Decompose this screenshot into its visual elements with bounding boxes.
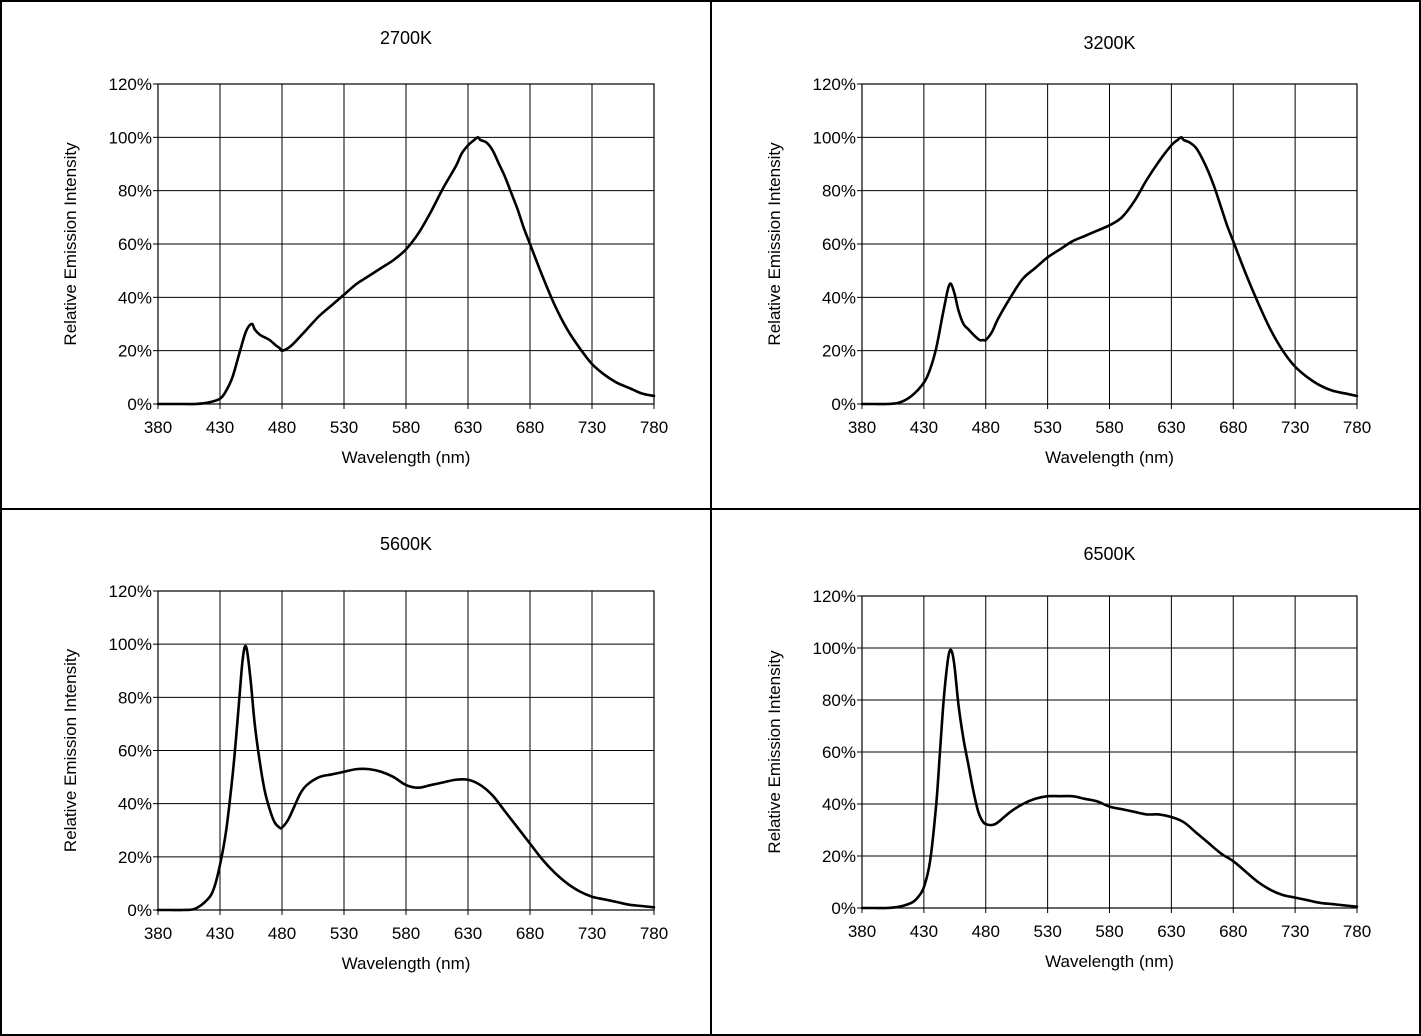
y-tick-label: 60%: [822, 235, 856, 254]
x-tick-label: 730: [1281, 922, 1309, 941]
x-tick-label: 380: [848, 418, 876, 437]
x-tick-label: 730: [578, 924, 606, 943]
y-tick-label: 20%: [822, 342, 856, 361]
x-axis-label: Wavelength (nm): [342, 954, 471, 973]
x-tick-label: 730: [578, 418, 606, 437]
x-tick-label: 780: [1343, 922, 1371, 941]
y-tick-label: 120%: [109, 75, 152, 94]
x-axis-label: Wavelength (nm): [342, 448, 471, 467]
y-axis-label: Relative Emission Intensity: [61, 648, 80, 852]
x-tick-label: 680: [516, 924, 544, 943]
y-tick-label: 40%: [118, 795, 152, 814]
x-tick-label: 680: [516, 418, 544, 437]
series-line-0: [860, 136, 1359, 406]
y-tick-label: 60%: [118, 235, 152, 254]
chart-title: 2700K: [380, 28, 432, 48]
x-tick-label: 580: [392, 924, 420, 943]
series-line-0: [156, 644, 656, 912]
y-tick-label: 0%: [127, 901, 152, 920]
y-tick-label: 120%: [813, 587, 856, 606]
x-tick-label: 780: [640, 418, 668, 437]
y-tick-label: 0%: [127, 395, 152, 414]
x-tick-label: 630: [1157, 922, 1185, 941]
x-tick-label: 530: [330, 418, 358, 437]
x-tick-label: 430: [910, 922, 938, 941]
y-tick-label: 40%: [822, 288, 856, 307]
x-tick-label: 630: [1157, 418, 1185, 437]
chart-title: 5600K: [380, 534, 432, 554]
series-line-0: [156, 136, 656, 406]
x-tick-label: 380: [144, 418, 172, 437]
chart-title: 6500K: [1083, 544, 1135, 564]
x-tick-label: 730: [1281, 418, 1309, 437]
x-tick-label: 380: [144, 924, 172, 943]
chart-svg-2700k: 2700K 0% 20% 40% 60% 80% 100% 120% 380 430 480 530 5…: [61, 28, 668, 467]
y-axis-label: Relative Emission Intensity: [765, 142, 784, 346]
x-tick-label: 630: [454, 924, 482, 943]
y-tick-label: 60%: [822, 743, 856, 762]
y-axis-label: Relative Emission Intensity: [61, 142, 80, 346]
y-tick-label: 20%: [822, 847, 856, 866]
chart-panel-3200k: 3200K 0% 20% 40% 60% 80% 100% 120% 380 430 480 530 5…: [712, 2, 1419, 510]
chart-panel-5600k: 5600K 0% 20% 40% 60% 80% 100% 120% 380 430 480 530 5…: [2, 510, 712, 1034]
y-tick-label: 120%: [813, 75, 856, 94]
x-tick-label: 430: [206, 924, 234, 943]
x-tick-label: 680: [1219, 922, 1247, 941]
chart-svg-6500k: 6500K 0% 20% 40% 60% 80% 100% 120% 380 430 480 530 5…: [765, 544, 1371, 971]
x-tick-label: 780: [1343, 418, 1371, 437]
y-axis-label: Relative Emission Intensity: [765, 650, 784, 854]
x-tick-label: 430: [206, 418, 234, 437]
x-tick-label: 380: [848, 922, 876, 941]
chart-panel-2700k: 2700K 0% 20% 40% 60% 80% 100% 120% 380 430 480 530 5…: [2, 2, 712, 510]
chart-panel-6500k: 6500K 0% 20% 40% 60% 80% 100% 120% 380 430 480 530 5…: [712, 510, 1419, 1034]
plot-area-frame: [861, 83, 1358, 405]
series-line-0: [860, 648, 1359, 910]
y-tick-label: 40%: [822, 795, 856, 814]
y-tick-label: 20%: [118, 848, 152, 867]
y-tick-label: 100%: [813, 639, 856, 658]
y-tick-label: 0%: [831, 395, 856, 414]
x-axis-label: Wavelength (nm): [1045, 448, 1174, 467]
x-tick-label: 780: [640, 924, 668, 943]
chart-svg-5600k: 5600K 0% 20% 40% 60% 80% 100% 120% 380 430 480 530 5…: [61, 534, 668, 973]
x-tick-label: 630: [454, 418, 482, 437]
x-tick-label: 430: [910, 418, 938, 437]
y-tick-label: 40%: [118, 288, 152, 307]
y-tick-label: 100%: [813, 128, 856, 147]
x-axis-label: Wavelength (nm): [1045, 952, 1174, 971]
x-tick-label: 480: [972, 922, 1000, 941]
x-tick-label: 480: [268, 418, 296, 437]
chart-title: 3200K: [1083, 33, 1135, 53]
y-tick-label: 80%: [118, 688, 152, 707]
x-tick-label: 480: [972, 418, 1000, 437]
y-tick-label: 60%: [118, 742, 152, 761]
x-tick-label: 580: [392, 418, 420, 437]
plot-area-frame: [157, 590, 655, 911]
y-tick-label: 0%: [831, 899, 856, 918]
y-tick-label: 80%: [822, 691, 856, 710]
y-tick-label: 120%: [109, 582, 152, 601]
x-tick-label: 530: [1033, 418, 1061, 437]
plot-area-frame: [157, 83, 655, 405]
x-tick-label: 680: [1219, 418, 1247, 437]
y-tick-label: 100%: [109, 128, 152, 147]
y-tick-label: 20%: [118, 342, 152, 361]
x-tick-label: 530: [1033, 922, 1061, 941]
x-tick-label: 580: [1095, 922, 1123, 941]
chart-svg-3200k: 3200K 0% 20% 40% 60% 80% 100% 120% 380 430 480 530 5…: [765, 33, 1371, 467]
y-tick-label: 100%: [109, 635, 152, 654]
x-tick-label: 480: [268, 924, 296, 943]
y-tick-label: 80%: [118, 182, 152, 201]
y-tick-label: 80%: [822, 182, 856, 201]
x-tick-label: 530: [330, 924, 358, 943]
x-tick-label: 580: [1095, 418, 1123, 437]
plot-area-frame: [861, 595, 1358, 909]
